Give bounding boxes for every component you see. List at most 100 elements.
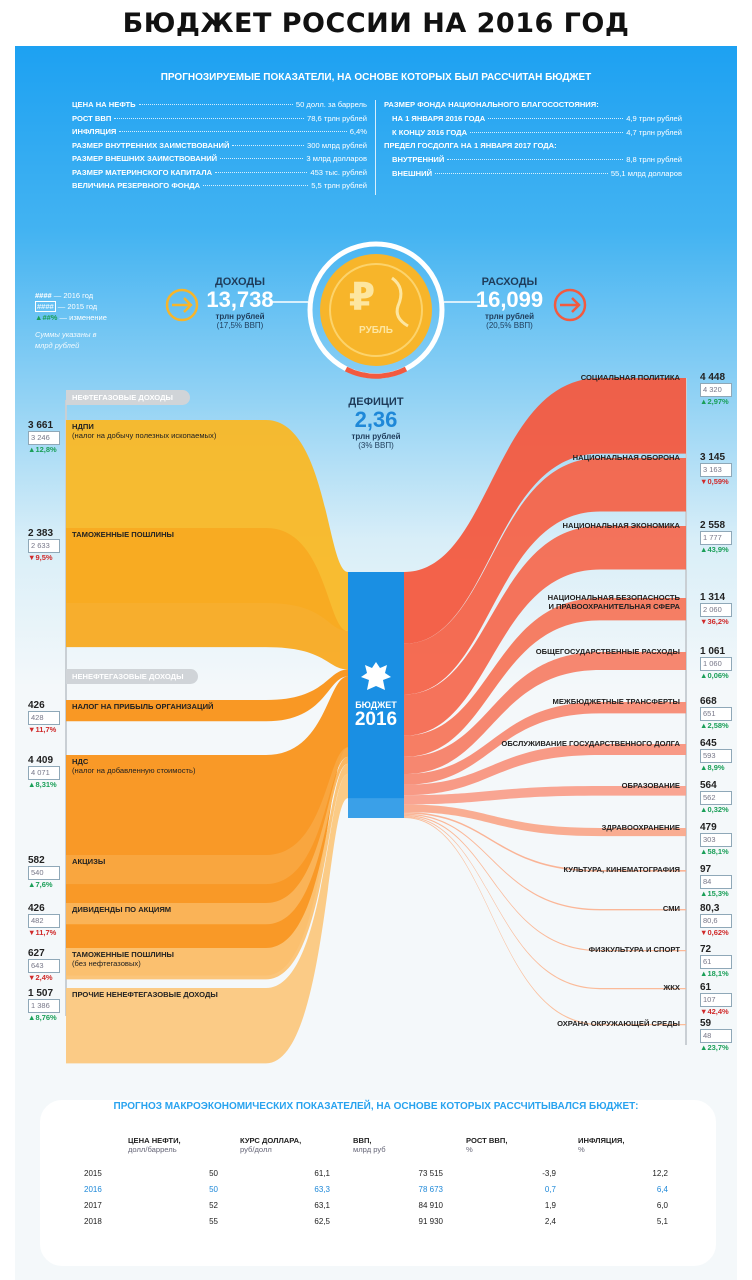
expense-value: 16,099 [475,287,544,312]
coin-face [320,254,432,366]
revenue-values: 582 540 ▲7,6% [28,855,64,889]
revenue-values: 426 482 ▼11,7% [28,903,64,937]
revenue-change-value: 11,7% [35,725,57,734]
revenue-label: АКЦИЗЫ [72,857,105,866]
assumption-row: ВЕЛИЧИНА РЕЗЕРВНОГО ФОНДА 5,5 трлн рублей [72,181,367,190]
legend-2016-label: — 2016 год [53,291,94,300]
expense-unit: трлн рублей [484,312,535,321]
income-block: ДОХОДЫ 13,738 трлн рублей (17,5% ВВП) [195,276,285,330]
debt-title: ПРЕДЕЛ ГОСДОЛГА НА 1 ЯНВАРЯ 2017 ГОДА: [384,141,557,150]
macro-cell: 6,4 [656,1185,668,1194]
expense-2016-value: 2 558 [700,520,726,531]
expense-label: СОЦИАЛЬНАЯ ПОЛИТИКА [581,373,680,382]
arrow-up-icon: ▲ [700,969,708,978]
expense-name: НАЦИОНАЛЬНАЯ БЕЗОПАСНОСТЬ [547,593,680,602]
expense-2015-value: 3 163 [700,463,732,477]
revenue-change: ▲8,76% [28,1013,64,1022]
expense-label: МЕЖБЮДЖЕТНЫЕ ТРАНСФЕРТЫ [553,697,681,706]
expense-change-value: 2,97% [707,397,729,406]
expense-change-value: 2,58% [707,721,729,730]
expense-2016-value: 97 [700,864,712,875]
revenue-label: ТАМОЖЕННЫЕ ПОШЛИНЫ (без нефтегазовых) [72,950,174,968]
expense-arrow-icon [553,288,587,322]
expense-2015-value: 61 [700,955,732,969]
assumption-value: 453 тыс. рублей [310,167,367,177]
arrow-up-icon: ▲ [700,545,708,554]
expense-name: ОБЩЕГОСУДАРСТВЕННЫЕ РАСХОДЫ [535,647,680,656]
income-arrow-icon [165,288,199,322]
expense-label: ФИЗКУЛЬТУРА И СПОРТ [589,945,680,954]
macro-column-header: ИНФЛЯЦИЯ,% [578,1136,625,1154]
deficit-value: 2,36 [354,407,398,432]
expense-change-value: 0,62% [707,928,729,937]
expense-label: ЗДРАВООХРАНЕНИЕ [602,823,680,832]
revenue-name: ПРОЧИЕ НЕНЕФТЕГАЗОВЫЕ ДОХОДЫ [72,990,218,999]
macro-cell: 91 930 [418,1217,443,1226]
expense-change-value: 15,3% [707,889,729,898]
expense-values: 4 448 4 320 ▲2,97% [700,372,736,406]
macro-cell: 55 [209,1217,218,1226]
page-title: БЮДЖЕТ РОССИИ НА 2016 ГОД [122,8,630,39]
macro-year: 2016 [84,1185,102,1194]
macro-year: 2015 [84,1169,102,1178]
revenue-2016-value: 426 [28,700,45,711]
macro-cell: 63,3 [314,1185,330,1194]
expense-label: ОБСЛУЖИВАНИЕ ГОСУДАРСТВЕННОГО ДОЛГА [501,739,680,748]
expense-2015-value: 4 320 [700,383,732,397]
expense-label: ОБЩЕГОСУДАРСТВЕННЫЕ РАСХОДЫ [536,647,680,656]
expense-name: МЕЖБЮДЖЕТНЫЕ ТРАНСФЕРТЫ [552,697,681,706]
arrow-up-icon: ▲ [700,805,708,814]
revenue-2016-value: 2 383 [28,528,54,539]
macro-column-unit: % [466,1145,473,1154]
assumption-dots [138,104,293,105]
revenue-name: НДПИ [72,422,94,431]
revenue-change-value: 12,8% [35,445,57,454]
expense-label: ЖКХ [663,983,680,992]
arrow-up-icon: ▲ [28,780,36,789]
revenue-2015-value: 1 386 [28,999,60,1013]
expense-2015-value: 48 [700,1029,732,1043]
revenue-flow [66,669,348,722]
deficit-label: ДЕФИЦИТ [348,396,404,408]
revenue-2016-value: 582 [28,855,45,866]
assumption-value: 300 млрд рублей [307,140,367,150]
fund-title: РАЗМЕР ФОНДА НАЦИОНАЛЬНОГО БЛАГОСОСТОЯНИ… [384,100,599,109]
arrow-up-icon: ▲ [28,1013,36,1022]
expense-values: 479 303 ▲58,1% [700,822,736,856]
revenue-change-value: 2,4% [35,973,53,982]
revenue-name: НДС [72,757,89,766]
expense-label: КУЛЬТУРА, КИНЕМАТОГРАФИЯ [563,865,680,874]
expense-flow [404,702,686,785]
revenue-2015-value: 3 246 [28,431,60,445]
expense-2015-value: 80,6 [700,914,732,928]
legend-note: Суммы указаны в млрд рублей [35,330,97,350]
assumption-dots [119,131,347,132]
macro-column-unit: долл/баррель [128,1145,177,1154]
arrow-down-icon: ▼ [700,1007,708,1016]
expense-2015-value: 562 [700,791,732,805]
arrow-up-icon: ▲ [700,671,708,680]
macro-column-header: ВВП, млрд руб [353,1136,386,1154]
assumption-row: ИНФЛЯЦИЯ 6,4% [72,127,367,136]
income-label: ДОХОДЫ [214,276,266,288]
expense-2016-value: 3 145 [700,452,726,463]
expense-name: СОЦИАЛЬНАЯ ПОЛИТИКА [580,373,680,382]
deficit-block: ДЕФИЦИТ 2,36 трлн рублей (3% ВВП) [326,396,426,450]
fund-value: 4,9 трлн рублей [626,114,682,123]
macro-column-name: ЦЕНА НЕФТИ, [128,1136,181,1145]
revenue-values: 1 507 1 386 ▲8,76% [28,988,64,1022]
assumption-row: ЦЕНА НА НЕФТЬ 50 долл. за баррель [72,100,367,109]
expense-change: ▲0,06% [700,671,736,680]
arrow-up-icon: ▲ [700,1043,708,1052]
revenue-2015-value: 643 [28,959,60,973]
income-value: 13,738 [206,287,274,312]
revenue-2015-value: 540 [28,866,60,880]
revenue-change-value: 8,76% [35,1013,57,1022]
expense-change-value: 0,32% [707,805,729,814]
revenue-change: ▲12,8% [28,445,64,454]
macro-column-header: КУРС ДОЛЛАРА, руб/долл [240,1136,301,1154]
macro-cell: 63,1 [314,1201,330,1210]
assumption-label: ВЕЛИЧИНА РЕЗЕРВНОГО ФОНДА [72,181,201,190]
expense-change-value: 8,9% [707,763,725,772]
legend-change-swatch: ▲##% [35,313,58,322]
